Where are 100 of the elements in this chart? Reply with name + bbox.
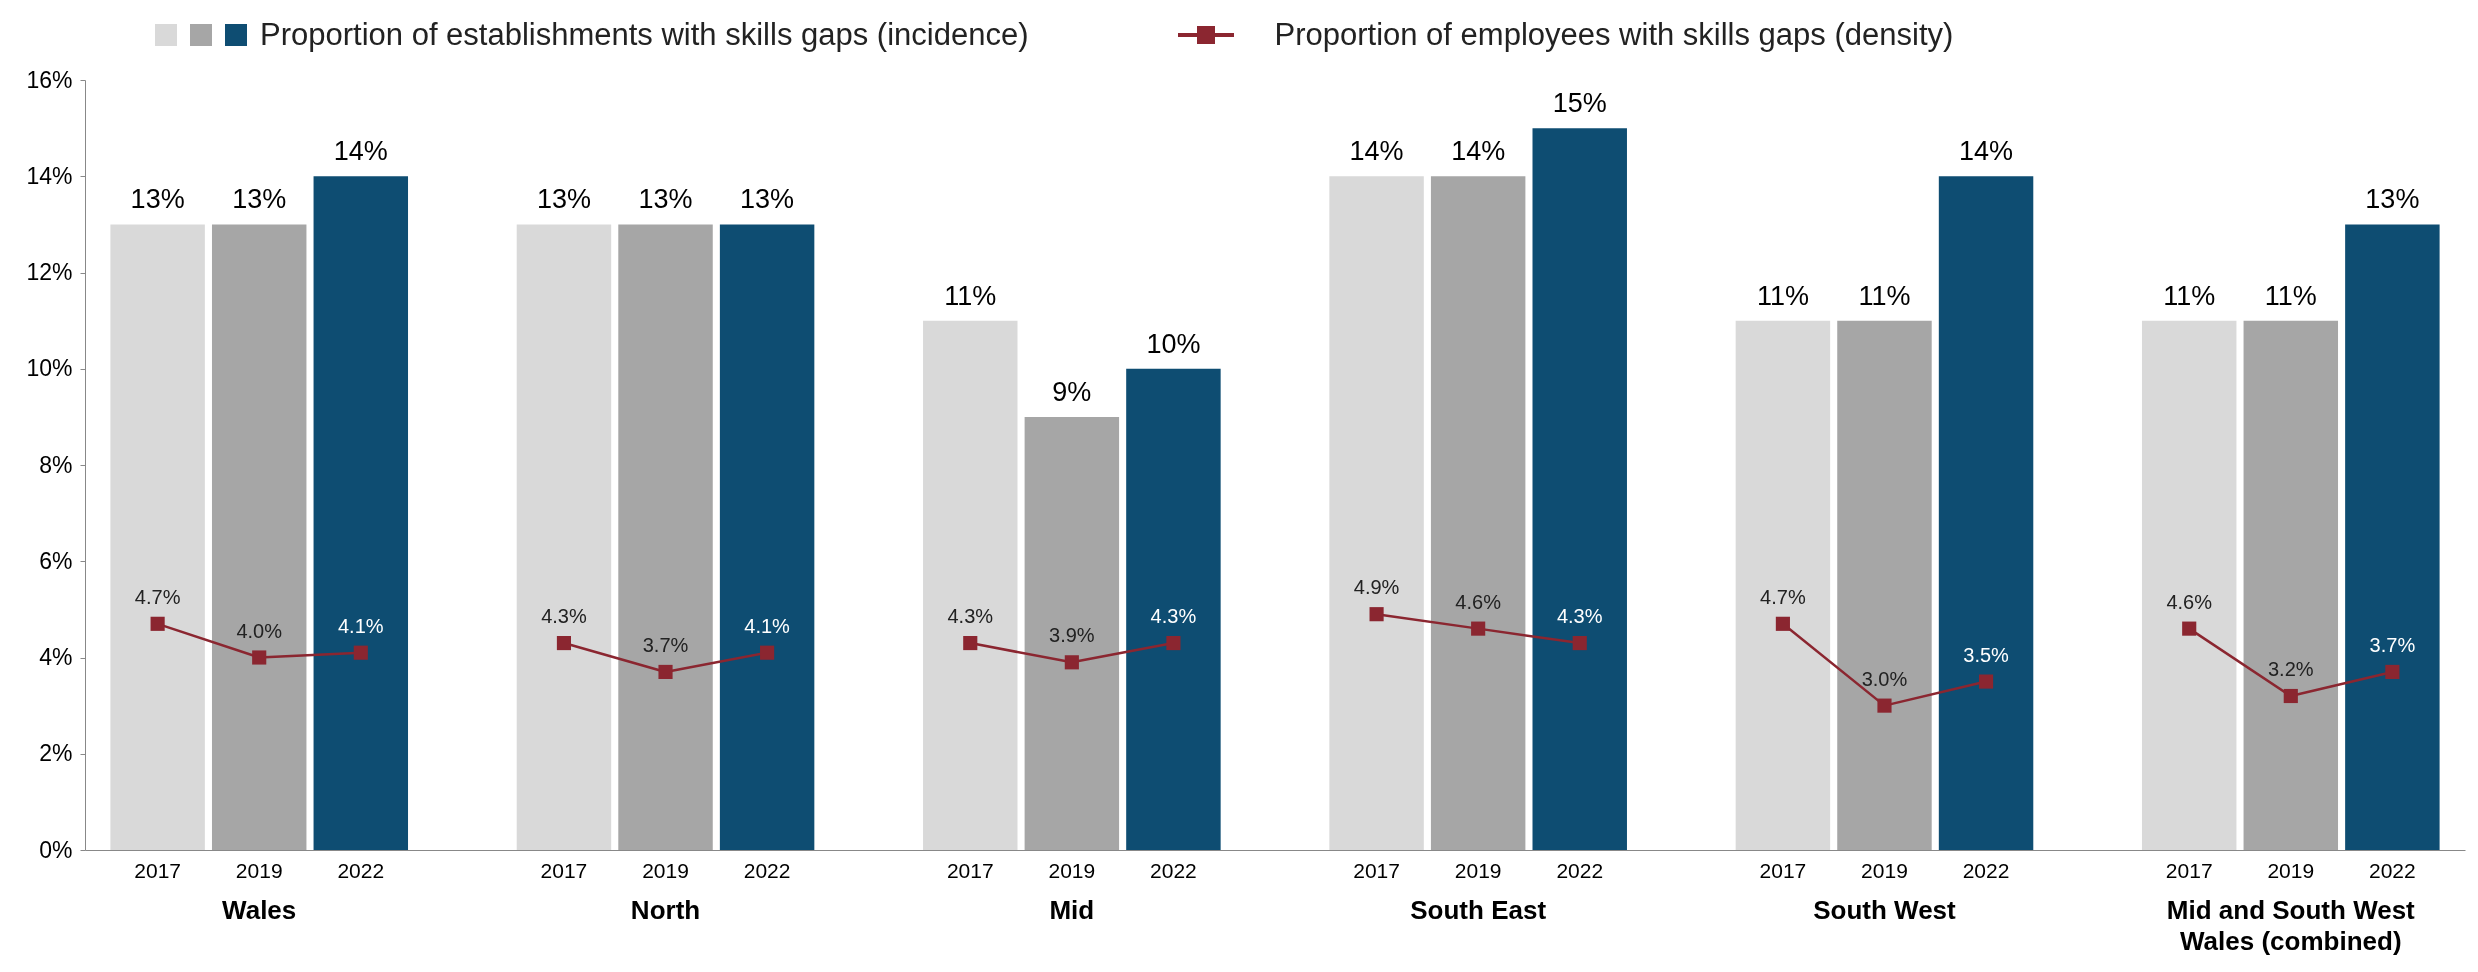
data-label: 15% xyxy=(1552,88,1607,119)
point xyxy=(1166,635,1181,651)
data-label: 14% xyxy=(1959,136,2014,167)
x-tick-label: 2022 xyxy=(743,858,791,882)
data-label: 14% xyxy=(333,136,388,167)
x-tick-label: 2022 xyxy=(2369,858,2416,882)
data-label: 4.6% xyxy=(2166,590,2213,613)
bar xyxy=(1532,128,1627,850)
x-tick-label: 2022 xyxy=(1150,858,1197,882)
x-tick-label: 2017 xyxy=(540,858,588,882)
bar xyxy=(110,224,205,850)
bar xyxy=(2345,224,2440,850)
bar xyxy=(516,224,612,850)
data-label: 3.2% xyxy=(2267,658,2314,680)
y-tick-label: 12% xyxy=(26,259,73,285)
x-tick-label: 2017 xyxy=(946,858,994,882)
data-label: 4.7% xyxy=(134,585,181,608)
y-tick-label: 10% xyxy=(26,355,73,382)
point xyxy=(658,664,673,680)
data-label: 3.7% xyxy=(2369,633,2416,656)
bar xyxy=(313,176,409,850)
data-label: 4.9% xyxy=(1353,576,1400,599)
y-tick-label: 14% xyxy=(26,162,73,189)
data-label: 4.1% xyxy=(337,614,384,637)
data-label: 4.1% xyxy=(744,614,791,637)
bar xyxy=(211,224,307,850)
data-label: 3.0% xyxy=(1861,667,1908,690)
bar xyxy=(719,224,815,850)
text: Wales xyxy=(222,895,297,925)
point xyxy=(963,635,978,651)
bar xyxy=(1837,320,1932,850)
data-label: 10% xyxy=(1146,328,1201,359)
data-label: 13% xyxy=(740,184,795,215)
x-tick-label: 2017 xyxy=(134,858,181,882)
point xyxy=(1572,635,1587,651)
point xyxy=(1064,655,1079,670)
x-tick-label: 2017 xyxy=(1759,858,1807,882)
data-label: 11% xyxy=(2163,280,2216,311)
text: Mid and South West Wales (combined) xyxy=(2166,895,2416,956)
data-label: 13% xyxy=(638,184,693,215)
data-label: 4.0% xyxy=(236,619,283,642)
data-label: 11% xyxy=(1756,280,1809,311)
y-tick-label: 6% xyxy=(39,547,73,574)
x-tick-label: 2019 xyxy=(1861,858,1908,882)
bar xyxy=(1735,320,1831,850)
data-label: 13% xyxy=(130,184,185,215)
data-label: 13% xyxy=(232,184,287,215)
point xyxy=(2182,621,2197,636)
bar xyxy=(1329,176,1424,850)
x-tick-label: 2019 xyxy=(642,858,689,882)
data-label: 13% xyxy=(2365,184,2420,215)
data-label: 3.5% xyxy=(1963,643,2010,666)
data-label: 4.3% xyxy=(947,605,994,628)
point xyxy=(1978,674,1994,689)
bar xyxy=(1430,176,1526,850)
text: North xyxy=(630,895,701,925)
bar xyxy=(1024,416,1120,850)
y-tick-label: 4% xyxy=(39,644,73,670)
bar xyxy=(1126,368,1221,850)
bar xyxy=(2243,320,2339,850)
data-label: 4.7% xyxy=(1760,585,1806,608)
data-label: 14% xyxy=(1349,136,1404,167)
point xyxy=(2385,664,2400,680)
point xyxy=(1369,607,1384,622)
y-tick-label: 0% xyxy=(39,836,73,863)
x-tick-label: 2017 xyxy=(1353,858,1400,882)
legend-label: Proportion of employees with skills gaps (density) xyxy=(1274,17,1954,53)
bar xyxy=(1938,176,2034,850)
text: South West xyxy=(1813,895,1957,925)
x-tick-label: 2022 xyxy=(1556,858,1604,882)
data-label: 3.9% xyxy=(1049,624,1095,647)
y-tick-label: 8% xyxy=(39,451,73,478)
bar xyxy=(2141,320,2237,850)
text: South East xyxy=(1410,895,1547,925)
bar xyxy=(618,224,713,850)
y-tick-label: 2% xyxy=(39,740,73,767)
text: Mid xyxy=(1049,895,1095,925)
data-label: 9% xyxy=(1052,376,1092,407)
x-tick-label: 2022 xyxy=(337,858,385,882)
point xyxy=(556,635,572,651)
point xyxy=(1775,616,1790,631)
point xyxy=(2283,688,2298,704)
data-label: 14% xyxy=(1451,136,1506,167)
point xyxy=(760,645,775,660)
x-tick-label: 2022 xyxy=(1962,858,2010,882)
data-label: 3.7% xyxy=(642,633,689,656)
data-label: 4.3% xyxy=(541,605,587,628)
point xyxy=(150,616,165,631)
legend-label: Proportion of establishments with skills gaps (incidence) xyxy=(260,17,1029,53)
x-tick-label: 2019 xyxy=(1454,858,1502,882)
data-label: 11% xyxy=(944,280,997,311)
x-tick-label: 2019 xyxy=(1048,858,1096,882)
x-tick-label: 2019 xyxy=(235,858,283,882)
data-label: 13% xyxy=(536,184,591,215)
x-tick-label: 2019 xyxy=(2267,858,2315,882)
point xyxy=(252,650,267,665)
data-label: 11% xyxy=(2264,280,2317,311)
data-label: 11% xyxy=(1858,280,1911,311)
point xyxy=(1471,621,1486,636)
point xyxy=(353,645,368,660)
